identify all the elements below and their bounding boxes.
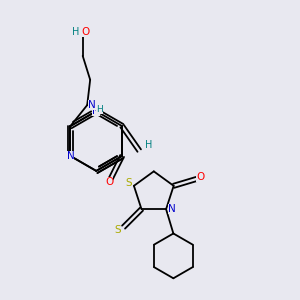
Text: O: O bbox=[196, 172, 204, 182]
Text: N: N bbox=[88, 100, 95, 110]
Text: N: N bbox=[67, 151, 74, 161]
Text: H: H bbox=[96, 105, 103, 114]
Text: H: H bbox=[145, 140, 152, 150]
Text: O: O bbox=[82, 27, 90, 37]
Text: H: H bbox=[71, 27, 79, 37]
Text: N: N bbox=[92, 106, 100, 116]
Text: S: S bbox=[115, 225, 122, 235]
Text: S: S bbox=[125, 178, 132, 188]
Text: O: O bbox=[105, 177, 113, 187]
Text: N: N bbox=[168, 204, 175, 214]
